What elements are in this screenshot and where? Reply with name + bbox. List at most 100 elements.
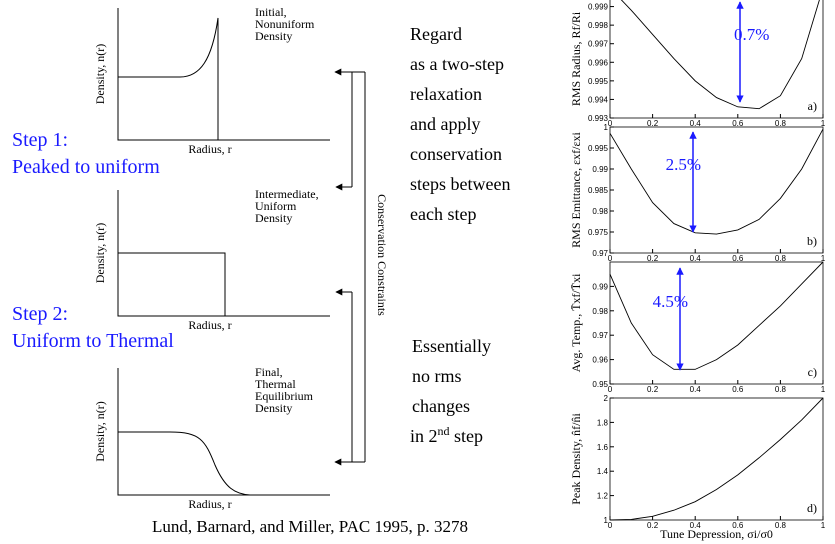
caption: Density [255, 401, 292, 415]
constraint-bracket [334, 68, 366, 466]
x-tick-label: 0.8 [775, 254, 787, 263]
x-tick-label: 0.6 [732, 385, 744, 394]
note-line: steps between [410, 174, 510, 194]
x-tick-label: 0.4 [690, 521, 702, 530]
caption: Density [255, 29, 292, 43]
note-line: Essentially [412, 336, 491, 356]
density-curve [118, 252, 226, 316]
y-tick-label: 0.995 [588, 77, 609, 86]
diagram-thermal [117, 368, 330, 496]
data-line [609, 261, 824, 370]
x-tick-label: 0 [608, 385, 613, 394]
caption: Thermal [255, 377, 296, 391]
y-tick-label: 0.996 [588, 58, 609, 67]
y-tick-label: 1.2 [597, 492, 609, 501]
axes [117, 8, 330, 141]
x-tick-label: 0.2 [647, 119, 659, 128]
panel-label: d) [807, 501, 817, 515]
x-tick-label: 1 [821, 385, 826, 394]
y-tick-label: 0.99 [592, 165, 608, 174]
step-title: Step 2: [12, 303, 68, 325]
panel-label: c) [808, 365, 817, 379]
note-sup: nd [438, 424, 450, 438]
caption: Final, [255, 365, 283, 379]
y-axis-label: Density, n(r) [93, 223, 107, 284]
y-tick-label: 1.8 [597, 418, 609, 427]
x-tick-label: 0 [608, 119, 613, 128]
x-tick-label: 0.8 [775, 385, 787, 394]
diagram-uniform [117, 190, 330, 317]
y-tick-label: 0.985 [588, 186, 609, 195]
y-tick-label: 1 [604, 516, 609, 525]
constraints-label: Conservation Constraints [375, 194, 389, 316]
y-tick-label: 0.994 [588, 95, 609, 104]
note-line: no rms [412, 366, 462, 386]
caption: Equilibrium [255, 389, 314, 403]
panel-label: b) [807, 234, 817, 248]
density-curve [118, 17, 219, 140]
y-axis-label: Peak Density, n̂f/n̂i [569, 413, 583, 505]
y-tick-label: 2 [604, 394, 609, 403]
x-tick-label: 0 [608, 254, 613, 263]
y-tick-label: 0.95 [592, 380, 608, 389]
x-tick-label: 0.2 [647, 254, 659, 263]
x-tick-label: 0.8 [775, 521, 787, 530]
plots: 0.993 0.994 0.995 0.996 0.997 0.998 0.999 0 0.2 0… [569, 0, 826, 541]
y-axis-label: Density, n(r) [93, 44, 107, 105]
step-text: Uniform to Thermal [12, 330, 174, 352]
note-line: relaxation [410, 84, 482, 104]
y-tick-label: 0.997 [588, 40, 609, 49]
note-line: each step [410, 204, 476, 224]
x-tick-label: 0.6 [732, 119, 744, 128]
note-line: in 2nd step [410, 424, 483, 446]
x-tick-label: 1 [821, 254, 826, 263]
caption: Intermediate, [255, 187, 319, 201]
x-tick-label: 0.2 [647, 521, 659, 530]
y-axis-label: RMS Radius, Rf/Ri [569, 11, 583, 106]
x-axis-label: Radius, r [188, 142, 231, 156]
note-line: as a two-step [410, 54, 504, 74]
data-line [609, 397, 824, 521]
y-axis-label: RMS Emittance, εxf/εxi [569, 131, 583, 247]
y-axis-label: Avg. Temp., T̄xf/T̄xi [569, 273, 583, 372]
y-tick-label: 0.975 [588, 228, 609, 237]
note-line: and apply [410, 114, 480, 134]
note-line: conservation [410, 144, 502, 164]
density-curve [118, 431, 251, 496]
x-tick-label: 1 [821, 521, 826, 530]
axes [117, 368, 330, 496]
caption: Uniform [255, 199, 297, 213]
y-tick-label: 0.995 [588, 144, 609, 153]
x-axis-label: Tune Depression, σi/σ0 [660, 527, 773, 541]
step-title: Step 1: [12, 129, 68, 151]
note-part: in 2 [410, 426, 438, 446]
y-tick-label: 0.98 [592, 207, 608, 216]
y-tick-label: 1 [604, 123, 609, 132]
plot-frame [609, 397, 824, 521]
y-axis-label: Density, n(r) [93, 401, 107, 462]
plot-frame [609, 0, 824, 119]
x-tick-label: 0.6 [732, 254, 744, 263]
caption: Density [255, 211, 292, 225]
x-tick-label: 0.4 [690, 119, 702, 128]
plot-frame [609, 261, 824, 385]
caption: Initial, [255, 5, 287, 19]
x-axis-label: Radius, r [188, 497, 231, 511]
citation: Lund, Barnard, and Miller, PAC 1995, p. … [152, 517, 468, 536]
x-tick-label: 0.8 [775, 119, 787, 128]
note-part: step [450, 426, 484, 446]
note-line: changes [412, 396, 470, 416]
x-tick-label: 0 [608, 521, 613, 530]
data-line [620, 0, 820, 110]
x-tick-label: 1 [821, 119, 826, 128]
y-tick-label: 1.4 [597, 467, 609, 476]
y-tick-label: 0.999 [588, 3, 609, 12]
y-tick-label: 0.98 [592, 307, 608, 316]
x-tick-label: 0.6 [732, 521, 744, 530]
diagram-initial [117, 8, 330, 141]
caption: Nonuniform [255, 17, 315, 31]
y-tick-label: 0.97 [592, 249, 608, 258]
difference-label: 0.7% [734, 25, 769, 44]
y-tick-label: 0.96 [592, 356, 608, 365]
